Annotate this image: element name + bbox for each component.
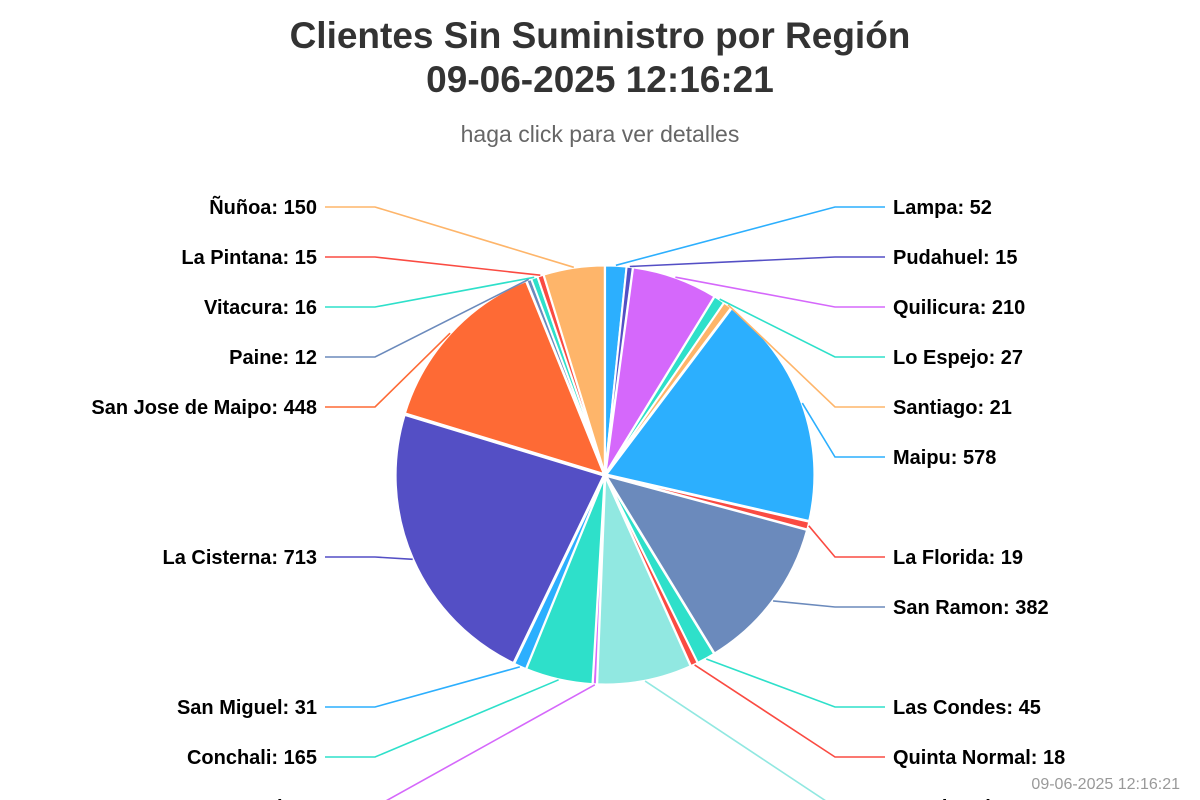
slice-label: Quilicura: 210	[893, 297, 1025, 319]
label-connector	[325, 276, 535, 308]
slice-label: La Cisterna: 713	[162, 547, 317, 569]
slice-label: La Pintana: 15	[181, 247, 317, 269]
footer-timestamp: 09-06-2025 12:16:21	[1031, 776, 1180, 793]
label-connector	[325, 556, 413, 561]
pie-slice[interactable]	[605, 307, 816, 522]
slice-label: Vitacura: 16	[204, 297, 317, 319]
slice-label: Lampa: 52	[893, 197, 992, 219]
slice-label: Pudahuel: 15	[893, 247, 1017, 269]
slice-label: Paine: 12	[229, 347, 317, 369]
label-connector	[675, 276, 885, 308]
slice-label: Quinta Normal: 18	[893, 747, 1065, 769]
pie-slice[interactable]	[605, 474, 809, 655]
chart-title-line-2: 09-06-2025 12:16:21	[426, 59, 774, 100]
slice-label: San Jose de Maipo: 448	[91, 397, 317, 419]
label-connector	[808, 525, 885, 558]
label-connector	[629, 256, 885, 268]
label-connector	[325, 666, 521, 708]
label-connector	[325, 332, 451, 408]
chart-title-line-1: Clientes Sin Suministro por Región	[289, 15, 911, 56]
slice-label: San Ramon: 382	[893, 597, 1049, 619]
slice-label: Lo Espejo: 27	[893, 347, 1023, 369]
slice-label: La Florida: 19	[893, 547, 1023, 569]
label-connector	[801, 402, 885, 458]
slice-label: Las Condes: 45	[893, 697, 1041, 719]
pie-labels: Lampa: 52 Pudahuel: 15 Quilicura: 210 Lo Es…	[91, 196, 1065, 800]
slice-label: Huechuraba: 232	[893, 797, 1054, 800]
pie-slice[interactable]	[394, 413, 605, 665]
label-connector	[385, 684, 596, 800]
pie-slice[interactable]	[513, 475, 606, 671]
label-connector	[773, 600, 885, 608]
slice-label: Ñuñoa: 150	[209, 196, 317, 219]
label-connector	[325, 256, 541, 276]
slice-label: Macul: 10	[226, 797, 317, 800]
slice-label: Conchali: 165	[187, 747, 317, 769]
label-connector	[706, 658, 885, 708]
pie-slices	[394, 264, 816, 686]
label-connector	[615, 206, 885, 267]
label-connector	[325, 278, 530, 358]
slice-label: San Miguel: 31	[177, 697, 317, 719]
label-connector	[694, 664, 885, 758]
slice-label: Santiago: 21	[893, 397, 1012, 419]
slice-label: Maipu: 578	[893, 447, 996, 469]
label-connector	[727, 304, 885, 408]
pie-slice[interactable]	[542, 264, 606, 475]
label-connector	[719, 298, 885, 358]
label-connector	[325, 206, 575, 269]
label-connector	[644, 680, 826, 800]
chart-subtitle: haga click para ver detalles	[460, 121, 740, 147]
label-connector	[325, 679, 559, 758]
